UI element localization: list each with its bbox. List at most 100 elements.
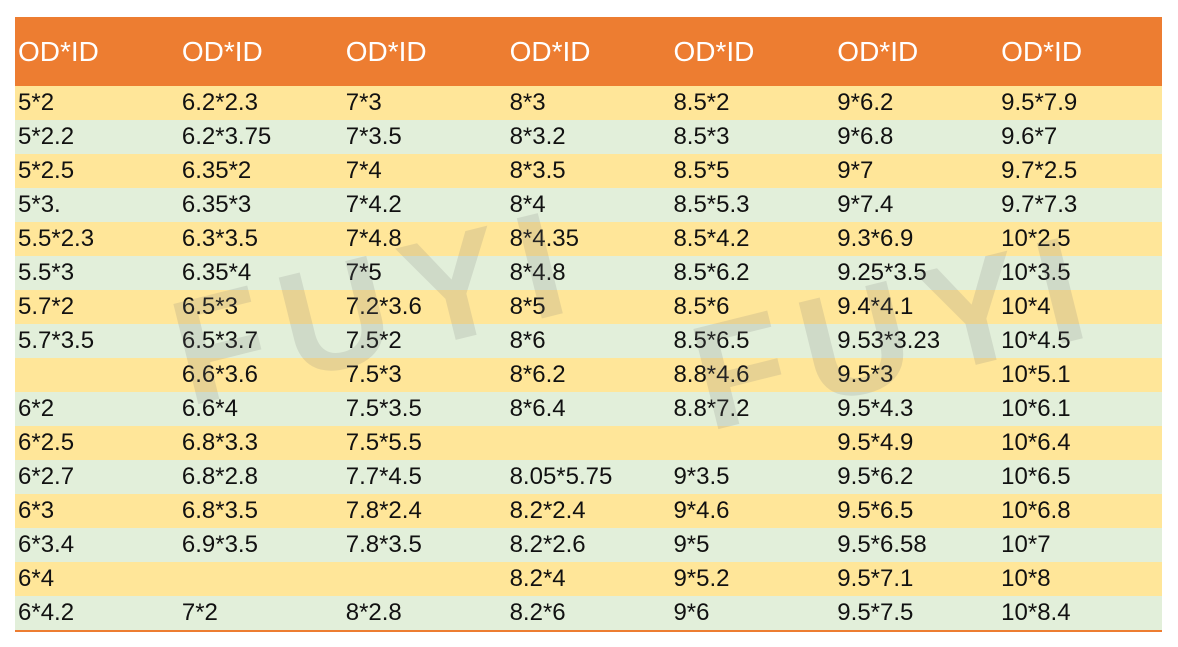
table-cell: 9*5 [673, 531, 710, 558]
table-cell: 9.5*3 [837, 361, 894, 388]
table-cell: 8*2.8 [345, 599, 402, 626]
table-cell: 8*3 [509, 89, 546, 116]
table-cell: 6.9*3.5 [181, 531, 258, 558]
table-cell: 8.5*5 [673, 157, 730, 184]
table-cell: 8.5*6.5 [673, 327, 750, 354]
table-cell: 8*4.8 [509, 259, 566, 286]
header-cell: OD*ID [1001, 35, 1083, 67]
table-row: 6*4 8.2*4 9*5.2 9.5*7.1 10*8 [15, 562, 1162, 596]
table-row: 6*2 6.6*4 7.5*3.5 8*6.4 8.8*7.2 9.5*4.3 10*6.1 [15, 392, 1162, 426]
table-cell: 9*7 [837, 157, 874, 184]
table-cell: 6.6*4 [181, 395, 238, 422]
table-cell: 7*4 [345, 157, 382, 184]
header-cell: OD*ID [181, 35, 263, 67]
table-row: 6*2.5 6.8*3.3 7.5*5.5 9.5*4.9 10*6.4 [15, 426, 1162, 460]
table-row: 5.5*3 6.35*4 7*5 8*4.8 8.5*6.2 9.25*3.5 10*3.5 [15, 256, 1162, 290]
table-cell: 6.3*3.5 [181, 225, 258, 252]
table-cell: 8.2*2.6 [509, 531, 586, 558]
table-cell: 9.25*3.5 [837, 259, 927, 286]
table-cell: 10*6.5 [1001, 463, 1071, 490]
table-cell: 7.2*3.6 [345, 293, 422, 320]
table-cell: 9*6.8 [837, 123, 894, 150]
table-cell: 8*3.2 [509, 123, 566, 150]
header-cell: OD*ID [345, 35, 427, 67]
table-cell: 6*4 [18, 565, 55, 592]
table-cell: 5.7*2 [18, 293, 75, 320]
table-cell: 9*5.2 [673, 565, 730, 592]
table-cell: 9*6.2 [837, 89, 894, 116]
table-cell: 5*2 [18, 89, 55, 116]
table-cell: 7*5 [345, 259, 382, 286]
table-cell: 6*2.7 [18, 463, 75, 490]
table-cell: 8*3.5 [509, 157, 566, 184]
table-row: 6*2.7 6.8*2.8 7.7*4.5 8.05*5.75 9*3.5 9.5*6.2… [15, 460, 1162, 494]
table-row: 5.5*2.3 6.3*3.5 7*4.8 8*4.35 8.5*4.2 9.3*6.9 1… [15, 222, 1162, 256]
table-cell: 8.05*5.75 [509, 463, 613, 490]
table-cell: 6.8*3.5 [181, 497, 258, 524]
header-cell: OD*ID [673, 35, 755, 67]
table-cell: 9.5*6.2 [837, 463, 914, 490]
table-cell: 5.5*3 [18, 259, 75, 286]
table-cell: 7*2 [181, 599, 218, 626]
table: OD*ID OD*ID OD*ID OD*ID OD*ID OD*ID OD*ID 5*2 6.… [15, 17, 1162, 630]
table-cell: 9.5*7.5 [837, 599, 914, 626]
table-row: 5*2.5 6.35*2 7*4 8*3.5 8.5*5 9*7 9.7*2.5 [15, 154, 1162, 188]
table-cell: 10*4.5 [1001, 327, 1071, 354]
bottom-border [15, 630, 1162, 632]
table-cell: 9.5*7.9 [1001, 89, 1078, 116]
table-cell: 9.5*6.58 [837, 531, 927, 558]
table-cell: 9.3*6.9 [837, 225, 914, 252]
table-cell: 6*4.2 [18, 599, 75, 626]
table-cell: 10*5.1 [1001, 361, 1071, 388]
table-cell: 10*8 [1001, 565, 1051, 592]
header-cell: OD*ID [18, 35, 99, 67]
table-cell: 7.5*3.5 [345, 395, 422, 422]
table-cell: 8.2*2.4 [509, 497, 586, 524]
table-cell: 7.8*3.5 [345, 531, 422, 558]
table-cell: 10*6.8 [1001, 497, 1071, 524]
table-cell: 9.5*7.1 [837, 565, 914, 592]
table-cell: 10*3.5 [1001, 259, 1071, 286]
table-cell: 9*4.6 [673, 497, 730, 524]
header-row: OD*ID OD*ID OD*ID OD*ID OD*ID OD*ID OD*ID [15, 17, 1162, 86]
table-cell: 9*6 [673, 599, 710, 626]
table-cell: 6.5*3.7 [181, 327, 258, 354]
table-cell: 8.2*6 [509, 599, 566, 626]
table-cell: 9.53*3.23 [837, 327, 941, 354]
table-cell: 9.5*4.9 [837, 429, 914, 456]
table-cell: 6*3 [18, 497, 55, 524]
table-row: 5*3. 6.35*3 7*4.2 8*4 8.5*5.3 9*7.4 9.7*7.3 [15, 188, 1162, 222]
table-cell: 8.8*7.2 [673, 395, 750, 422]
table-row: 5*2.2 6.2*3.75 7*3.5 8*3.2 8.5*3 9*6.8 9.6*7 [15, 120, 1162, 154]
table-cell: 8*4.35 [509, 225, 579, 252]
table-cell: 9.5*4.3 [837, 395, 914, 422]
table-cell: 6.6*3.6 [181, 361, 258, 388]
table-cell: 10*6.4 [1001, 429, 1071, 456]
table-cell: 6*2 [18, 395, 55, 422]
table-cell: 5.5*2.3 [18, 225, 95, 252]
table-cell: 8.5*6 [673, 293, 730, 320]
table-cell: 8.5*3 [673, 123, 730, 150]
table-cell: 8*6 [509, 327, 546, 354]
table-cell: 9*7.4 [837, 191, 894, 218]
table-cell: 9.4*4.1 [837, 293, 914, 320]
table-row: 5.7*2 6.5*3 7.2*3.6 8*5 8.5*6 9.4*4.1 10*4 [15, 290, 1162, 324]
table-cell: 5*2.5 [18, 157, 75, 184]
table-row: 5*2 6.2*2.3 7*3 8*3 8.5*2 9*6.2 9.5*7.9 [15, 86, 1162, 120]
table-cell: 6.8*2.8 [181, 463, 258, 490]
table-cell: 8*4 [509, 191, 546, 218]
table-cell: 6.5*3 [181, 293, 238, 320]
table-cell: 10*4 [1001, 293, 1051, 320]
table-cell: 8.5*2 [673, 89, 730, 116]
table-cell: 8.2*4 [509, 565, 566, 592]
table-cell: 6.35*3 [181, 191, 252, 218]
table-cell: 10*2.5 [1001, 225, 1071, 252]
header-cell: OD*ID [837, 35, 919, 67]
table-row: 6*3 6.8*3.5 7.8*2.4 8.2*2.4 9*4.6 9.5*6.5 10*6… [15, 494, 1162, 528]
header-cell: OD*ID [509, 35, 591, 67]
table-cell: 8.5*6.2 [673, 259, 750, 286]
table-cell: 9.7*7.3 [1001, 191, 1078, 218]
table-cell: 5*3. [18, 191, 61, 218]
table-cell: 7.5*2 [345, 327, 402, 354]
table-cell: 6.35*4 [181, 259, 252, 286]
